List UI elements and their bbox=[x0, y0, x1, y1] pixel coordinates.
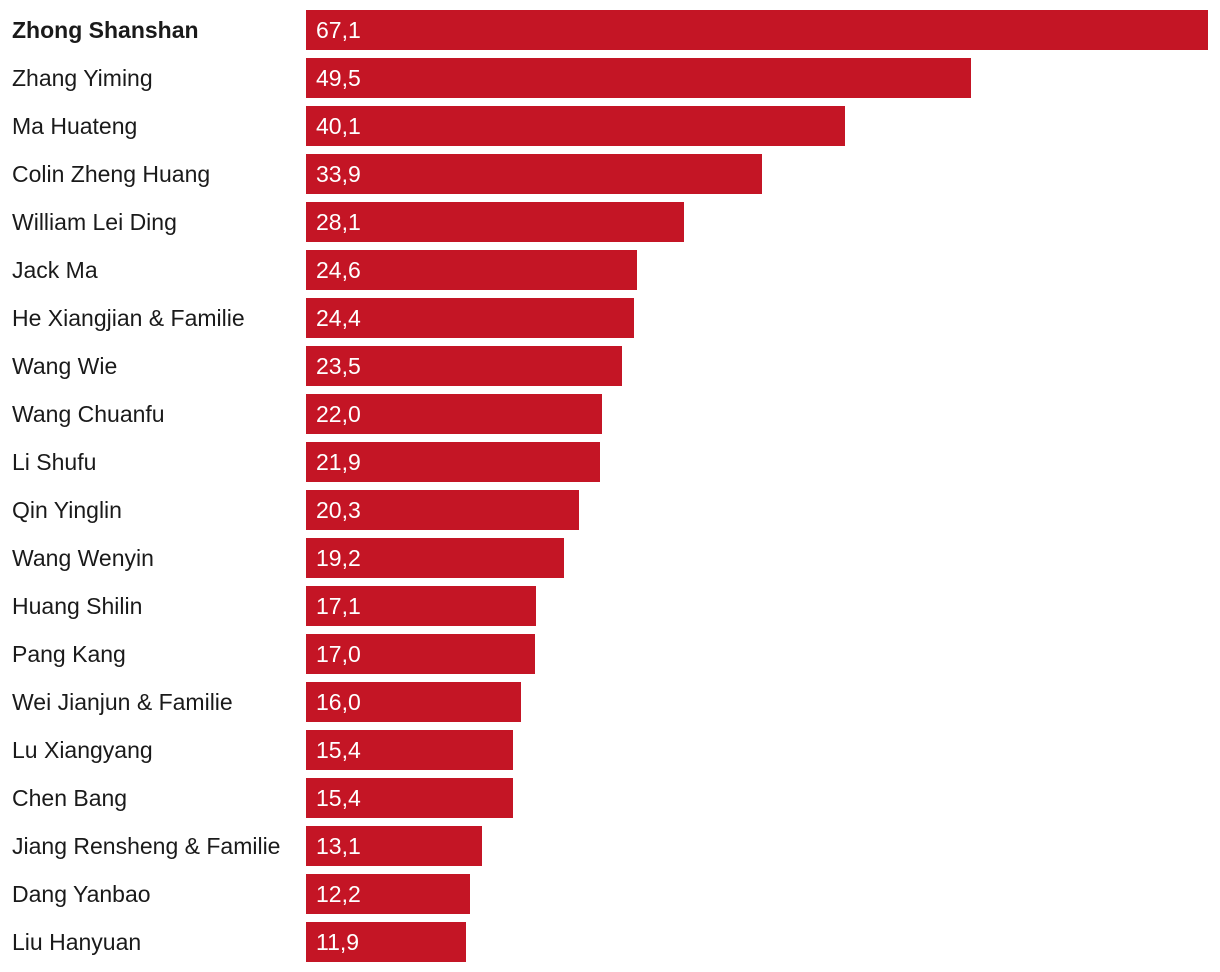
bar bbox=[306, 346, 622, 386]
value-label: 67,1 bbox=[316, 17, 361, 43]
category-label: Li Shufu bbox=[12, 449, 96, 475]
bar bbox=[306, 106, 845, 146]
value-label: 12,2 bbox=[316, 881, 361, 907]
value-label: 11,9 bbox=[316, 929, 359, 955]
bar bbox=[306, 442, 600, 482]
value-label: 19,2 bbox=[316, 545, 361, 571]
category-label: Wang Wenyin bbox=[12, 545, 154, 571]
bar bbox=[306, 826, 482, 866]
bar bbox=[306, 874, 470, 914]
bar bbox=[306, 538, 564, 578]
bar bbox=[306, 586, 536, 626]
bar bbox=[306, 154, 762, 194]
bar bbox=[306, 490, 579, 530]
bar bbox=[306, 394, 602, 434]
category-label: Jiang Rensheng & Familie bbox=[12, 833, 280, 859]
value-label: 17,0 bbox=[316, 641, 361, 667]
category-label: Liu Hanyuan bbox=[12, 929, 141, 955]
value-label: 40,1 bbox=[316, 113, 361, 139]
category-label: Ma Huateng bbox=[12, 113, 137, 139]
value-label: 24,6 bbox=[316, 257, 361, 283]
category-label: Wei Jianjun & Familie bbox=[12, 689, 233, 715]
category-label: Wang Wie bbox=[12, 353, 117, 379]
value-label: 24,4 bbox=[316, 305, 361, 331]
bar bbox=[306, 730, 513, 770]
value-label: 33,9 bbox=[316, 161, 361, 187]
value-label: 49,5 bbox=[316, 65, 361, 91]
category-label: Chen Bang bbox=[12, 785, 127, 811]
value-label: 16,0 bbox=[316, 689, 361, 715]
bar bbox=[306, 778, 513, 818]
category-label: Pang Kang bbox=[12, 641, 126, 667]
bar bbox=[306, 634, 535, 674]
bar bbox=[306, 202, 684, 242]
category-label: Jack Ma bbox=[12, 257, 98, 283]
bar bbox=[306, 922, 466, 962]
value-label: 15,4 bbox=[316, 737, 361, 763]
category-label: Zhang Yiming bbox=[12, 65, 153, 91]
category-label: Qin Yinglin bbox=[12, 497, 122, 523]
bar bbox=[306, 10, 1208, 50]
value-label: 23,5 bbox=[316, 353, 361, 379]
value-label: 13,1 bbox=[316, 833, 361, 859]
category-label: Lu Xiangyang bbox=[12, 737, 153, 763]
bar bbox=[306, 682, 521, 722]
category-label: He Xiangjian & Familie bbox=[12, 305, 245, 331]
bar bbox=[306, 298, 634, 338]
category-label: Dang Yanbao bbox=[12, 881, 151, 907]
value-label: 28,1 bbox=[316, 209, 361, 235]
category-label: Wang Chuanfu bbox=[12, 401, 165, 427]
value-label: 22,0 bbox=[316, 401, 361, 427]
category-label: Colin Zheng Huang bbox=[12, 161, 210, 187]
category-label: Zhong Shanshan bbox=[12, 17, 199, 43]
value-label: 15,4 bbox=[316, 785, 361, 811]
value-label: 17,1 bbox=[316, 593, 361, 619]
value-label: 20,3 bbox=[316, 497, 361, 523]
category-label: William Lei Ding bbox=[12, 209, 177, 235]
category-label: Huang Shilin bbox=[12, 593, 142, 619]
bar bbox=[306, 58, 971, 98]
value-label: 21,9 bbox=[316, 449, 361, 475]
bar bbox=[306, 250, 637, 290]
